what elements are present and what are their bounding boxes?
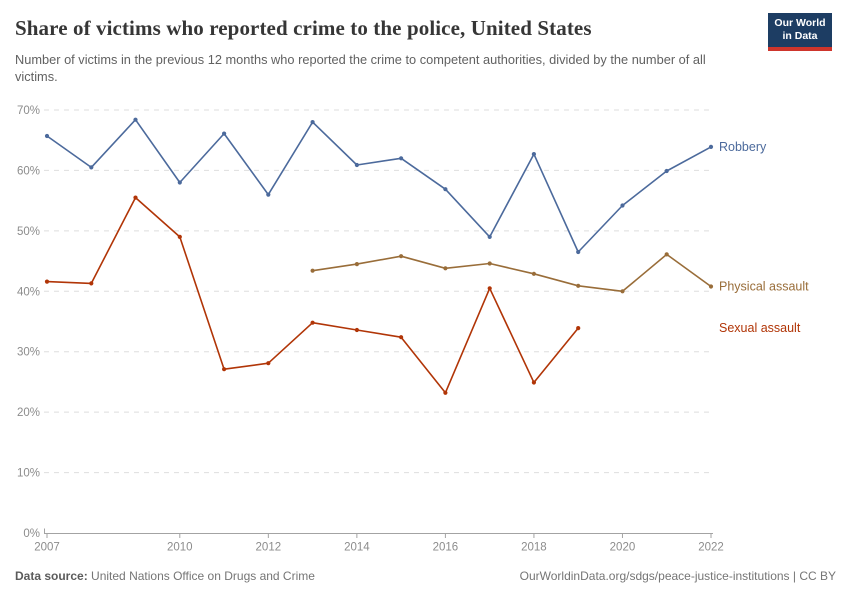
data-source: Data source: United Nations Office on Dr… [15, 569, 315, 583]
series-label-physical-assault: Physical assault [719, 279, 809, 293]
data-point-sexual-assault [531, 380, 537, 385]
data-point-robbery [133, 117, 138, 122]
data-point-physical-assault [487, 261, 492, 266]
data-point-sexual-assault [133, 195, 138, 200]
series-line-sexual-assault [46, 196, 579, 394]
owid-logo-line1: Our World [774, 17, 826, 29]
data-point-physical-assault [354, 262, 359, 267]
data-point-robbery [487, 234, 492, 239]
series-label-robbery: Robbery [719, 140, 767, 154]
data-point-robbery [443, 187, 448, 192]
data-point-physical-assault [708, 284, 714, 289]
data-point-physical-assault [664, 252, 669, 257]
y-tick-label: 20% [17, 407, 40, 419]
data-point-robbery [531, 152, 537, 157]
data-point-physical-assault [399, 254, 404, 259]
data-source-label: Data source: [15, 569, 88, 583]
data-point-robbery [44, 133, 50, 139]
line-chart: 0% 10% 20% 30% 40% 50% 60% 70% 2007 2010 2012 2014 2… [0, 95, 850, 565]
y-tick-label: 60% [17, 165, 40, 177]
data-point-physical-assault [576, 283, 581, 288]
x-tick-label: 2010 [167, 542, 193, 554]
owid-logo-line2: in Data [782, 30, 818, 43]
data-point-sexual-assault [177, 234, 182, 239]
data-point-physical-assault [310, 268, 315, 273]
x-tick-label: 2022 [698, 542, 724, 554]
data-point-sexual-assault [222, 367, 227, 372]
x-tick-label: 2007 [34, 542, 60, 554]
credit-link[interactable]: OurWorldinData.org/sdgs/peace-justice-in… [519, 569, 836, 583]
data-point-robbery [89, 165, 94, 170]
x-tick-label: 2014 [344, 542, 370, 554]
data-point-robbery [576, 249, 581, 255]
data-point-robbery [708, 144, 714, 149]
y-tick-label: 40% [17, 286, 40, 298]
data-point-physical-assault [443, 266, 448, 271]
x-tick-label: 2018 [521, 542, 547, 554]
y-tick-label: 50% [17, 226, 40, 238]
data-point-sexual-assault [310, 320, 315, 325]
data-point-robbery [177, 180, 182, 185]
x-tick-label: 2012 [256, 542, 282, 554]
data-point-robbery [664, 168, 669, 174]
data-point-sexual-assault [354, 327, 359, 333]
series-line-physical-assault [312, 253, 712, 293]
data-point-robbery [310, 120, 315, 125]
data-point-robbery [620, 203, 625, 208]
data-point-sexual-assault [399, 335, 404, 340]
y-tick-label: 70% [17, 105, 40, 117]
data-point-robbery [266, 192, 271, 197]
series-line-robbery [46, 118, 712, 253]
data-point-sexual-assault [487, 286, 492, 291]
data-point-sexual-assault [44, 279, 50, 284]
data-point-robbery [354, 162, 359, 168]
page-subtitle: Number of victims in the previous 12 mon… [15, 52, 706, 84]
x-tick-label: 2016 [433, 542, 459, 554]
data-point-robbery [399, 156, 404, 161]
data-point-physical-assault [531, 271, 537, 276]
y-tick-label: 30% [17, 347, 40, 359]
data-point-robbery [222, 131, 227, 136]
page-title: Share of victims who reported crime to t… [15, 16, 592, 40]
owid-logo: Our World in Data [768, 13, 832, 51]
x-tick-label: 2020 [610, 542, 636, 554]
chart-canvas: 0% 10% 20% 30% 40% 50% 60% 70% 2007 2010 2012 2014 2… [17, 105, 809, 554]
data-point-sexual-assault [443, 390, 448, 395]
y-tick-label: 0% [23, 528, 40, 540]
data-point-sexual-assault [89, 281, 94, 286]
data-point-sexual-assault [266, 361, 271, 366]
data-point-physical-assault [620, 289, 625, 294]
y-tick-label: 10% [17, 468, 40, 480]
series-label-sexual-assault: Sexual assault [719, 321, 801, 335]
data-point-sexual-assault [576, 326, 581, 331]
data-source-value: United Nations Office on Drugs and Crime [91, 569, 315, 583]
